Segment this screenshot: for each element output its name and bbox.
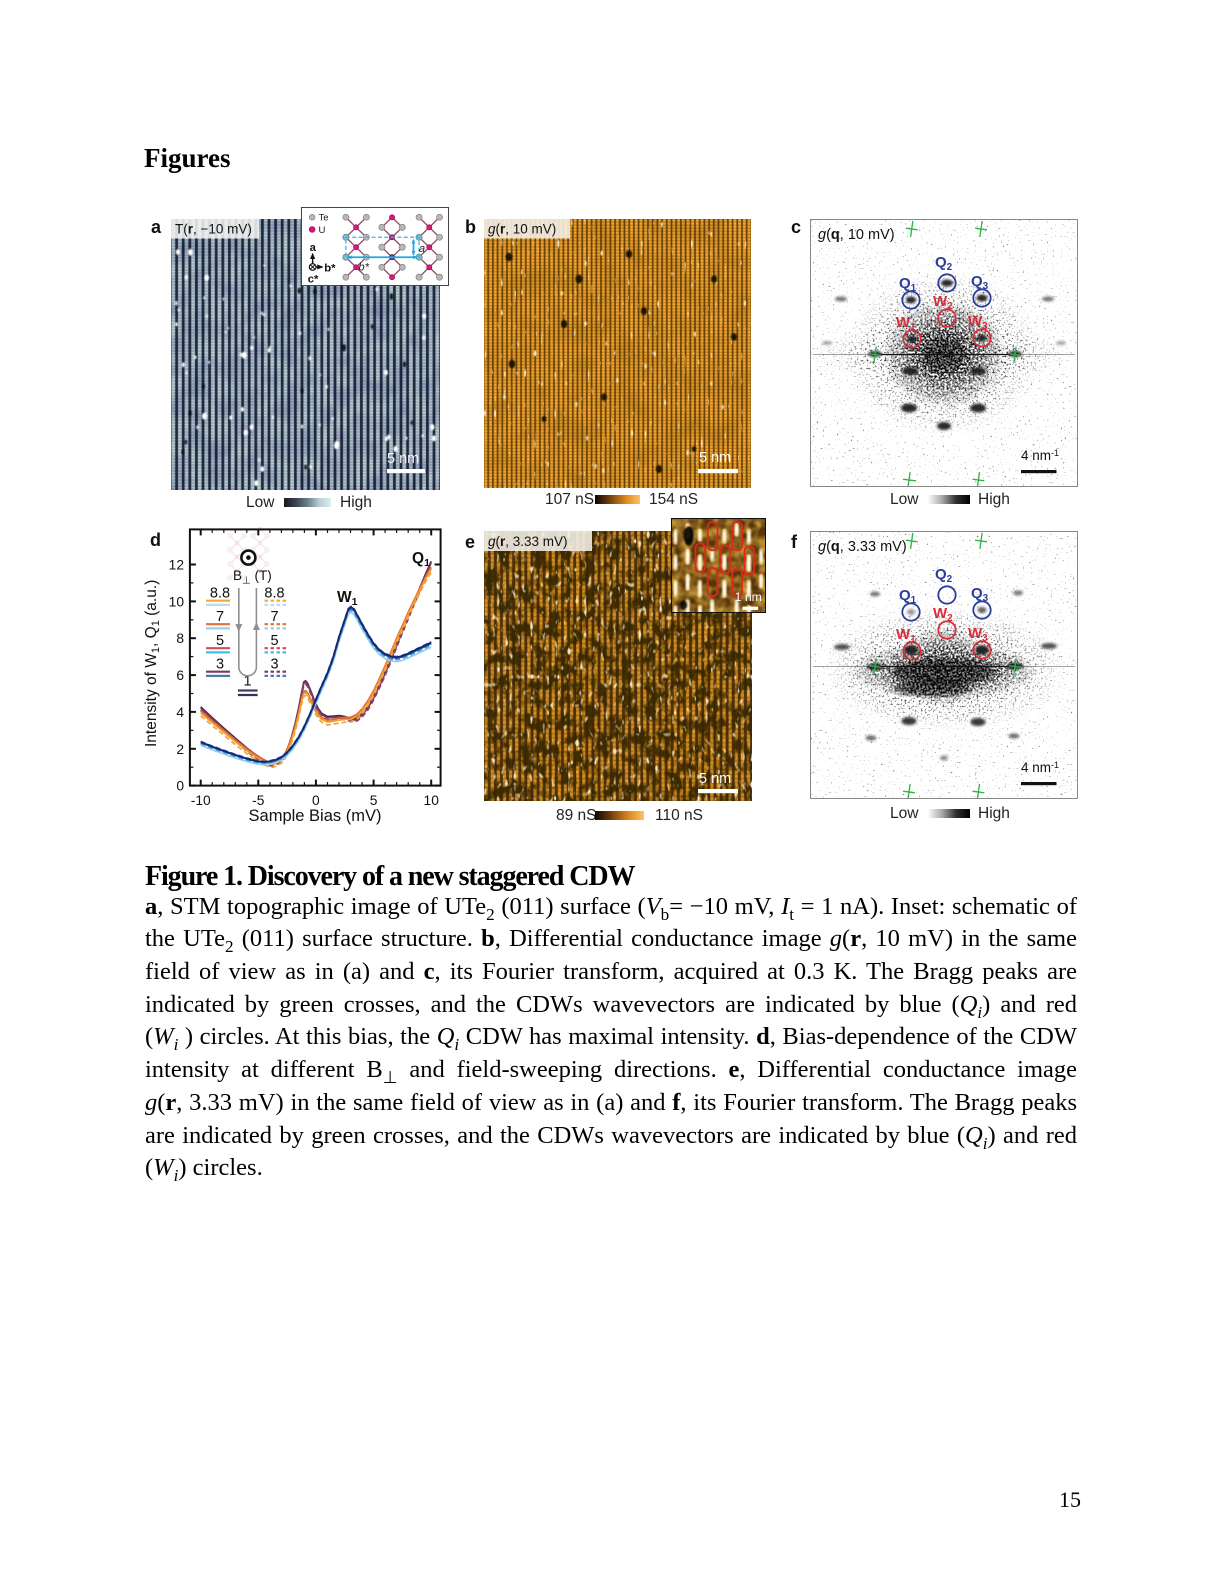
svg-text:10: 10 — [424, 793, 440, 808]
svg-text:1 nm: 1 nm — [735, 590, 762, 604]
svg-text:5 nm: 5 nm — [699, 450, 731, 466]
svg-text:2: 2 — [176, 742, 184, 757]
svg-text:Q1: Q1 — [412, 550, 430, 569]
svg-text:Te: Te — [318, 213, 328, 224]
svg-text:5: 5 — [270, 633, 278, 649]
svg-text:5 nm: 5 nm — [699, 771, 731, 787]
svg-text:5: 5 — [216, 633, 224, 649]
svg-text:4 nm-1: 4 nm-1 — [1021, 760, 1059, 775]
svg-text:7: 7 — [270, 609, 278, 625]
svg-text:a: a — [310, 242, 317, 254]
svg-text:Intensity of W1, Q1 (a.u.): Intensity of W1, Q1 (a.u.) — [143, 580, 162, 747]
svg-text:12: 12 — [169, 558, 184, 573]
svg-text:b*: b* — [358, 261, 369, 273]
svg-text:4: 4 — [176, 705, 184, 720]
svg-text:-5: -5 — [252, 793, 265, 808]
svg-text:T(r, −10 mV): T(r, −10 mV) — [175, 222, 252, 237]
svg-text:W1: W1 — [337, 589, 358, 608]
svg-text:b*: b* — [324, 262, 336, 274]
svg-text:3: 3 — [216, 657, 224, 673]
svg-text:-10: -10 — [191, 793, 211, 808]
svg-text:8.8: 8.8 — [210, 586, 230, 602]
svg-text:Sample Bias (mV): Sample Bias (mV) — [249, 807, 382, 825]
svg-text:1: 1 — [243, 674, 251, 690]
svg-text:c*: c* — [308, 274, 319, 286]
svg-text:0: 0 — [176, 779, 184, 794]
svg-text:4 nm-1: 4 nm-1 — [1021, 448, 1059, 463]
svg-text:B⊥ (T): B⊥ (T) — [233, 568, 272, 587]
svg-text:3: 3 — [270, 657, 278, 673]
svg-text:5 nm: 5 nm — [387, 451, 419, 467]
svg-text:a: a — [419, 243, 425, 255]
svg-text:0: 0 — [312, 793, 320, 808]
svg-text:8: 8 — [176, 631, 184, 646]
svg-text:g(r, 3.33 mV): g(r, 3.33 mV) — [488, 534, 568, 549]
svg-text:g(q, 10 mV): g(q, 10 mV) — [818, 227, 895, 243]
svg-text:6: 6 — [176, 668, 184, 683]
svg-text:10: 10 — [169, 594, 185, 609]
svg-text:g(q, 3.33 mV): g(q, 3.33 mV) — [818, 539, 907, 555]
svg-text:5: 5 — [370, 793, 378, 808]
svg-text:8.8: 8.8 — [264, 586, 284, 602]
svg-text:U: U — [318, 225, 325, 236]
svg-text:g(r, 10 mV): g(r, 10 mV) — [488, 222, 556, 237]
svg-text:7: 7 — [216, 609, 224, 625]
